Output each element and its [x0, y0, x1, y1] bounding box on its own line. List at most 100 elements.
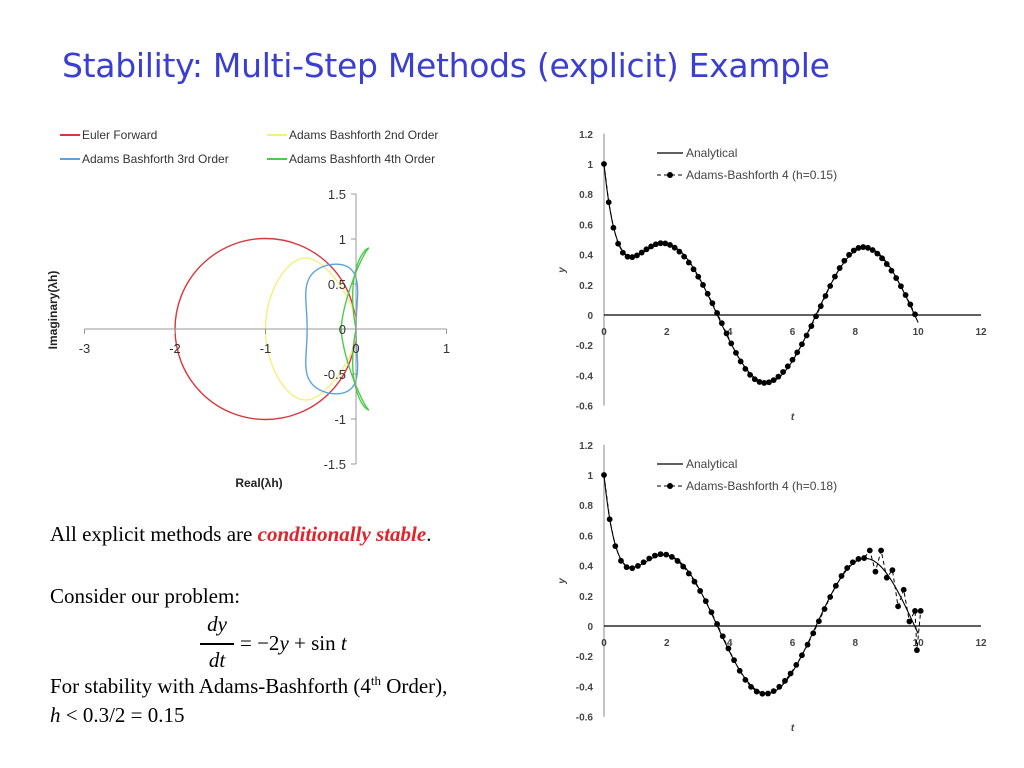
data-point	[897, 283, 904, 290]
step-size-symbol: h	[50, 703, 61, 727]
data-point	[753, 688, 760, 695]
y-tick-label: 0	[587, 622, 593, 633]
legend-marker-numerical	[667, 483, 673, 489]
data-point	[855, 245, 862, 251]
legend-label: Euler Forward	[82, 128, 157, 142]
data-point	[844, 565, 851, 571]
data-point	[878, 547, 884, 554]
data-point	[917, 608, 924, 614]
data-point	[855, 556, 862, 562]
y-tick-label: -0.4	[576, 371, 594, 382]
data-point	[869, 247, 876, 253]
data-point	[671, 244, 678, 251]
condition-prefix: For stability with Adams-Bashforth (4	[50, 674, 371, 698]
data-point	[709, 300, 716, 307]
data-point	[804, 641, 811, 648]
x-tick-label: 10	[913, 327, 925, 338]
y-axis-title: Imaginary(λh)	[46, 271, 60, 350]
y-tick-label: 0.5	[328, 277, 346, 292]
y-tick-label: 0.8	[579, 190, 593, 201]
data-point	[761, 380, 768, 386]
x-tick-label: 1	[443, 341, 450, 356]
solution-chart-h015: 1.2 1 0.8 0.6 0.4 0.2 0 -0.2 -0.4 -0.6 0 2 4 6 8 10 12 t y…	[557, 130, 987, 423]
data-point	[789, 356, 796, 363]
series-adams-bashforth-4-line	[603, 474, 922, 695]
data-point	[618, 557, 624, 564]
data-point	[704, 290, 711, 297]
y-tick-label: 0.6	[579, 220, 593, 231]
y-tick-label: -0.4	[576, 682, 594, 693]
eq-rhs: = −2y + sin t	[240, 631, 347, 656]
y-tick-label: 1.5	[328, 187, 346, 202]
data-point	[900, 586, 907, 593]
data-point	[718, 320, 725, 327]
eq-denominator: dt	[208, 648, 226, 672]
data-point	[849, 559, 856, 566]
data-point	[793, 662, 800, 668]
data-point	[676, 248, 683, 255]
stability-region-chart: Euler Forward Adams Bashforth 2nd Order Ad…	[46, 128, 450, 490]
data-point	[624, 253, 631, 260]
data-point	[912, 311, 918, 318]
series-analytical-line	[603, 163, 919, 384]
y-tick-label: -1	[334, 412, 346, 427]
step-size-value: < 0.3/2 = 0.15	[60, 703, 185, 727]
data-point	[629, 254, 636, 261]
x-tick-label: 6	[790, 327, 796, 338]
data-point	[780, 369, 786, 375]
y-axis-title: y	[557, 578, 568, 585]
data-point	[651, 552, 658, 559]
series-adams-bashforth-4-line	[603, 163, 916, 384]
data-point	[601, 161, 607, 167]
data-point	[751, 376, 758, 383]
statement-prefix: All explicit methods are	[50, 522, 258, 546]
data-point	[601, 472, 607, 478]
data-point	[787, 670, 794, 677]
y-tick-label: 0	[587, 311, 593, 322]
data-point	[674, 558, 681, 564]
data-point	[714, 621, 720, 627]
data-point	[822, 293, 829, 299]
data-point	[610, 224, 617, 231]
data-point	[691, 578, 698, 585]
data-point	[680, 563, 687, 570]
x-tick-label: 2	[664, 327, 670, 338]
eq-numerator: dy	[207, 612, 227, 636]
x-tick-label: 10	[913, 638, 925, 649]
data-point	[685, 259, 692, 266]
data-point	[889, 567, 896, 574]
data-point	[902, 292, 909, 298]
legend-label-analytical: Analytical	[686, 146, 737, 160]
data-point	[685, 570, 692, 577]
data-point	[841, 257, 848, 264]
y-tick-label: 0.8	[579, 501, 593, 512]
y-tick-label: -0.2	[576, 341, 594, 352]
data-point	[640, 559, 647, 566]
data-point	[832, 273, 838, 280]
solution-chart-h018: 1.2 1 0.8 0.6 0.4 0.2 0 -0.2 -0.4 -0.6 0 2 4 6 8 10 12 t y…	[557, 441, 987, 734]
x-tick-label: 4	[727, 638, 733, 649]
data-point	[879, 255, 885, 262]
y-tick-label: 0.6	[579, 531, 593, 542]
y-tick-label: 1	[587, 471, 593, 482]
data-point	[832, 582, 839, 589]
data-point	[817, 303, 824, 310]
x-tick-label: -1	[260, 341, 272, 356]
data-point	[742, 676, 749, 683]
data-point	[907, 301, 914, 308]
stability-condition: For stability with Adams-Bashforth (4th …	[50, 673, 447, 699]
data-point	[866, 547, 873, 554]
data-point	[700, 282, 706, 288]
data-point	[770, 688, 777, 695]
data-point	[702, 598, 709, 605]
data-point	[865, 244, 871, 251]
data-point	[827, 283, 834, 289]
data-point	[883, 574, 890, 581]
data-point	[765, 690, 771, 697]
series-analytical-line	[603, 474, 919, 695]
stability-statement: All explicit methods are conditionally s…	[50, 522, 431, 547]
slide-title: Stability: Multi-Step Methods (explicit)…	[62, 46, 830, 85]
y-tick-label: 1.2	[579, 130, 593, 141]
eq-rhs-mid: + sin	[288, 631, 341, 655]
data-point	[776, 683, 783, 690]
